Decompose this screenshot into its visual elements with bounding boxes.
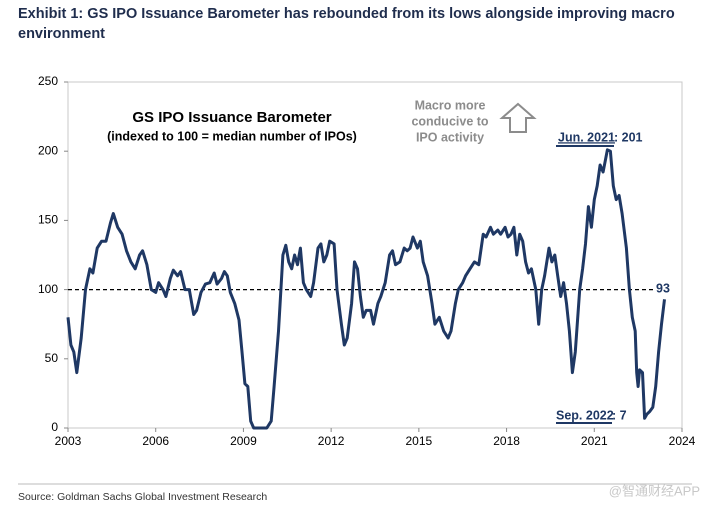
x-tick-label: 2012 [318,434,345,448]
macro-note-3: IPO activity [416,130,484,144]
x-tick-label: 2003 [55,434,82,448]
title-line-2: environment [18,26,105,42]
inner-subtitle: (indexed to 100 = median number of IPOs) [107,129,357,143]
y-tick-label: 100 [38,282,58,296]
x-tick-label: 2018 [493,434,520,448]
y-tick-label: 200 [38,143,58,157]
watermark: @智通财经APP [609,483,700,498]
trough-date: Sep. 2022 [556,408,614,422]
y-tick-label: 0 [51,420,58,434]
y-tick-label: 250 [38,74,58,88]
series-line [66,148,666,430]
x-tick-label: 2021 [581,434,608,448]
peak-date: Jun. 2021 [558,130,615,144]
y-tick-label: 50 [45,351,59,365]
up-arrow-icon [499,102,537,133]
title-line-1: Exhibit 1: GS IPO Issuance Barometer has… [18,6,675,22]
source: Source: Goldman Sachs Global Investment … [18,491,267,503]
x-tick-label: 2015 [406,434,433,448]
peak-value: : 201 [614,130,643,144]
x-tick-label: 2024 [669,434,696,448]
plot-frame [67,81,683,429]
y-tick-label: 150 [38,213,58,227]
trough-value: : 7 [612,408,627,422]
x-tick-label: 2006 [142,434,169,448]
macro-note-2: conducive to [411,114,488,128]
x-tick-label: 2009 [230,434,257,448]
latest-value: 93 [656,281,670,295]
inner-title: GS IPO Issuance Barometer [132,109,331,126]
macro-note-1: Macro more [415,98,486,112]
